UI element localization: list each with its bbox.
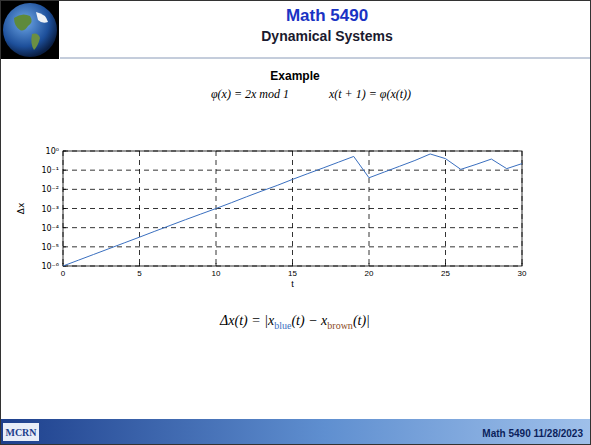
data-group — [63, 154, 522, 266]
tick-label: 0 — [61, 269, 66, 278]
data-line — [63, 154, 522, 266]
tick-label: 25 — [441, 269, 450, 278]
axis-title: t — [291, 279, 294, 289]
tick-mark — [63, 246, 66, 247]
caption: Δx(t) = |xblue(t) − xbrown(t)| — [219, 313, 370, 331]
tick-mark — [63, 227, 66, 228]
background — [0, 0, 591, 445]
grid-line — [63, 246, 522, 247]
slide: Math 5490 Dynamical Systems Example φ(x) = … — [0, 0, 591, 445]
footer-bar — [0, 419, 591, 445]
grid-line — [63, 189, 522, 190]
slide-border — [1, 1, 591, 445]
earth-cloud — [36, 12, 48, 23]
tick-label: 10 — [212, 269, 221, 278]
slide-subtitle: Dynamical Systems — [261, 28, 393, 44]
tick-label: 5 — [137, 269, 142, 278]
caption-part: (t) − x — [291, 313, 328, 329]
tick-label: 10⁰ — [46, 147, 59, 156]
formula: φ(x) = 2x mod 1 — [211, 87, 289, 101]
axis-title: Δx — [16, 202, 26, 214]
tick-label: 15 — [288, 269, 297, 278]
logo-box — [3, 423, 39, 441]
chart: 0 5 10 15 20 25 30 10⁻⁶ 10⁻⁵ 10⁻⁴ 10⁻³ 10⁻² 10⁻¹ 10⁰ t… — [16, 147, 527, 289]
tick-label: 10⁻² — [41, 185, 59, 194]
caption-part: blue — [274, 320, 292, 331]
tick-label: 10⁻⁶ — [41, 262, 59, 271]
tick-mark — [139, 263, 140, 266]
header-rule — [60, 58, 591, 59]
plot-frame — [63, 151, 522, 266]
tick-label: 10⁻⁵ — [41, 243, 59, 252]
earth-land — [14, 14, 32, 30]
tick-mark — [63, 208, 66, 209]
tick-mark — [63, 170, 66, 171]
tick-mark — [292, 263, 293, 266]
tick-label: 10⁻⁴ — [41, 224, 59, 233]
caption-part: (t)| — [353, 313, 370, 329]
formula: x(t + 1) = φ(x(t)) — [328, 87, 411, 101]
earth-backdrop — [1, 1, 59, 59]
grid-line — [63, 170, 522, 171]
tick-label: 10⁻³ — [41, 205, 59, 214]
tick-label: 30 — [518, 269, 527, 278]
tick-mark — [216, 263, 217, 266]
earth-land — [31, 34, 40, 51]
heading: Example — [270, 69, 320, 83]
tick-mark — [445, 263, 446, 266]
caption-part: Δx(t) = |x — [219, 313, 275, 329]
tick-label: 20 — [365, 269, 374, 278]
caption-part: brown — [327, 320, 353, 331]
plot-area — [63, 151, 522, 266]
tick-mark — [369, 263, 370, 266]
tick-mark — [63, 189, 66, 190]
earth-globe — [3, 3, 57, 57]
grid-line — [63, 208, 522, 209]
tick-label: 10⁻¹ — [41, 166, 59, 175]
earth-icon — [1, 1, 59, 59]
grid-line — [63, 227, 522, 228]
slide-title: Math 5490 — [286, 6, 368, 25]
logo: MCRN — [5, 427, 37, 438]
footer-text: Math 5490 11/28/2023 — [482, 428, 583, 439]
